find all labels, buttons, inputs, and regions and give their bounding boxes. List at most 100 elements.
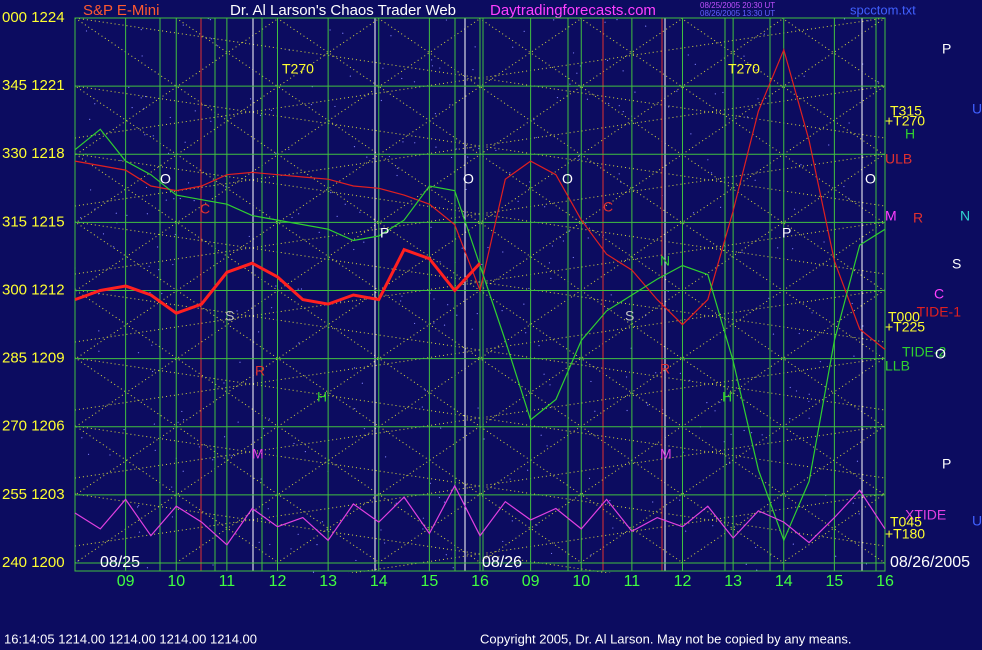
angle-line	[75, 289, 885, 411]
star-dot	[712, 525, 714, 527]
star-dot	[267, 508, 269, 510]
star-dot	[225, 186, 227, 188]
x-tick-label: 13	[319, 573, 337, 590]
date-label: 08/26/2005	[890, 554, 970, 571]
right-label: M	[885, 208, 897, 224]
star-dot	[380, 99, 382, 102]
star-dot	[177, 421, 179, 423]
star-dot	[291, 216, 293, 219]
star-dot	[465, 188, 467, 191]
star-dot	[710, 172, 713, 174]
star-dot	[612, 527, 614, 529]
star-dot	[443, 501, 446, 503]
star-dot	[329, 29, 331, 31]
star-dot	[528, 287, 530, 290]
x-tick-label: 15	[420, 573, 438, 590]
star-dot	[472, 69, 474, 71]
star-dot	[792, 248, 794, 250]
star-dot	[171, 486, 173, 488]
star-dot	[756, 569, 758, 571]
star-dot	[138, 531, 141, 533]
star-dot	[706, 402, 708, 404]
right-label: S	[952, 256, 961, 272]
star-dot	[174, 233, 176, 236]
star-dot	[89, 189, 92, 191]
star-dot	[231, 455, 233, 457]
star-dot	[843, 185, 845, 188]
star-dot	[667, 106, 670, 108]
star-dot	[288, 148, 290, 150]
angle-line	[75, 493, 612, 573]
site-title: Dr. Al Larson's Chaos Trader Web	[230, 2, 456, 19]
star-dot	[438, 496, 441, 499]
right-label: T000	[888, 309, 920, 325]
star-dot	[330, 192, 332, 194]
star-dot	[443, 324, 446, 326]
star-dot	[634, 91, 636, 93]
x-tick-label: 16	[471, 573, 489, 590]
star-dot	[622, 110, 624, 113]
star-dot	[610, 294, 612, 296]
star-dot	[867, 20, 869, 22]
angle-line	[75, 357, 885, 479]
star-dot	[719, 206, 722, 208]
star-dot	[126, 214, 128, 216]
star-dot	[187, 182, 190, 184]
star-dot	[606, 59, 609, 62]
star-dot	[212, 564, 214, 566]
star-dot	[511, 520, 513, 522]
star-dot	[730, 433, 732, 435]
star-dot	[167, 152, 170, 155]
star-dot	[298, 213, 300, 215]
star-dot	[562, 240, 565, 242]
star-dot	[477, 407, 479, 409]
y-tick-label: 315 1215	[2, 213, 65, 230]
star-dot	[551, 245, 554, 247]
star-dot	[467, 156, 469, 158]
timestamp: 08/25/2005 20:30 UT	[700, 1, 775, 10]
star-dot	[355, 559, 357, 562]
star-dot	[745, 563, 747, 565]
star-dot	[211, 38, 213, 40]
star-dot	[515, 566, 518, 569]
date-label: 08/25	[100, 554, 140, 571]
star-dot	[382, 67, 384, 69]
star-dot	[334, 105, 336, 108]
star-dot	[843, 18, 846, 20]
star-dot	[572, 256, 574, 259]
star-dot	[259, 114, 262, 116]
star-dot	[546, 445, 548, 447]
star-dot	[165, 199, 167, 201]
star-dot	[270, 109, 273, 111]
star-dot	[248, 235, 250, 238]
star-dot	[161, 292, 163, 295]
star-dot	[509, 478, 511, 480]
star-dot	[298, 342, 300, 344]
right-label: U	[972, 101, 982, 117]
price-line	[74, 247, 482, 315]
series-line	[74, 128, 886, 542]
star-dot	[439, 67, 441, 69]
right-label: LLB	[885, 358, 910, 374]
star-dot	[606, 502, 609, 504]
star-dot	[743, 55, 745, 57]
star-dot	[568, 230, 570, 232]
star-dot	[877, 81, 879, 83]
star-dot	[102, 233, 105, 235]
star-dot	[217, 45, 219, 47]
star-dot	[385, 456, 387, 458]
star-dot	[548, 262, 551, 264]
timestamp: 08/26/2005 13:30 UT	[700, 9, 775, 18]
star-dot	[146, 567, 149, 569]
star-dot	[144, 134, 146, 136]
star-dot	[193, 200, 195, 202]
star-dot	[433, 322, 435, 324]
star-dot	[336, 215, 338, 218]
right-label: H	[905, 126, 915, 142]
star-dot	[679, 372, 681, 374]
star-dot	[587, 237, 589, 239]
star-dot	[304, 450, 306, 453]
series-label: -TIDE-1	[912, 304, 961, 320]
